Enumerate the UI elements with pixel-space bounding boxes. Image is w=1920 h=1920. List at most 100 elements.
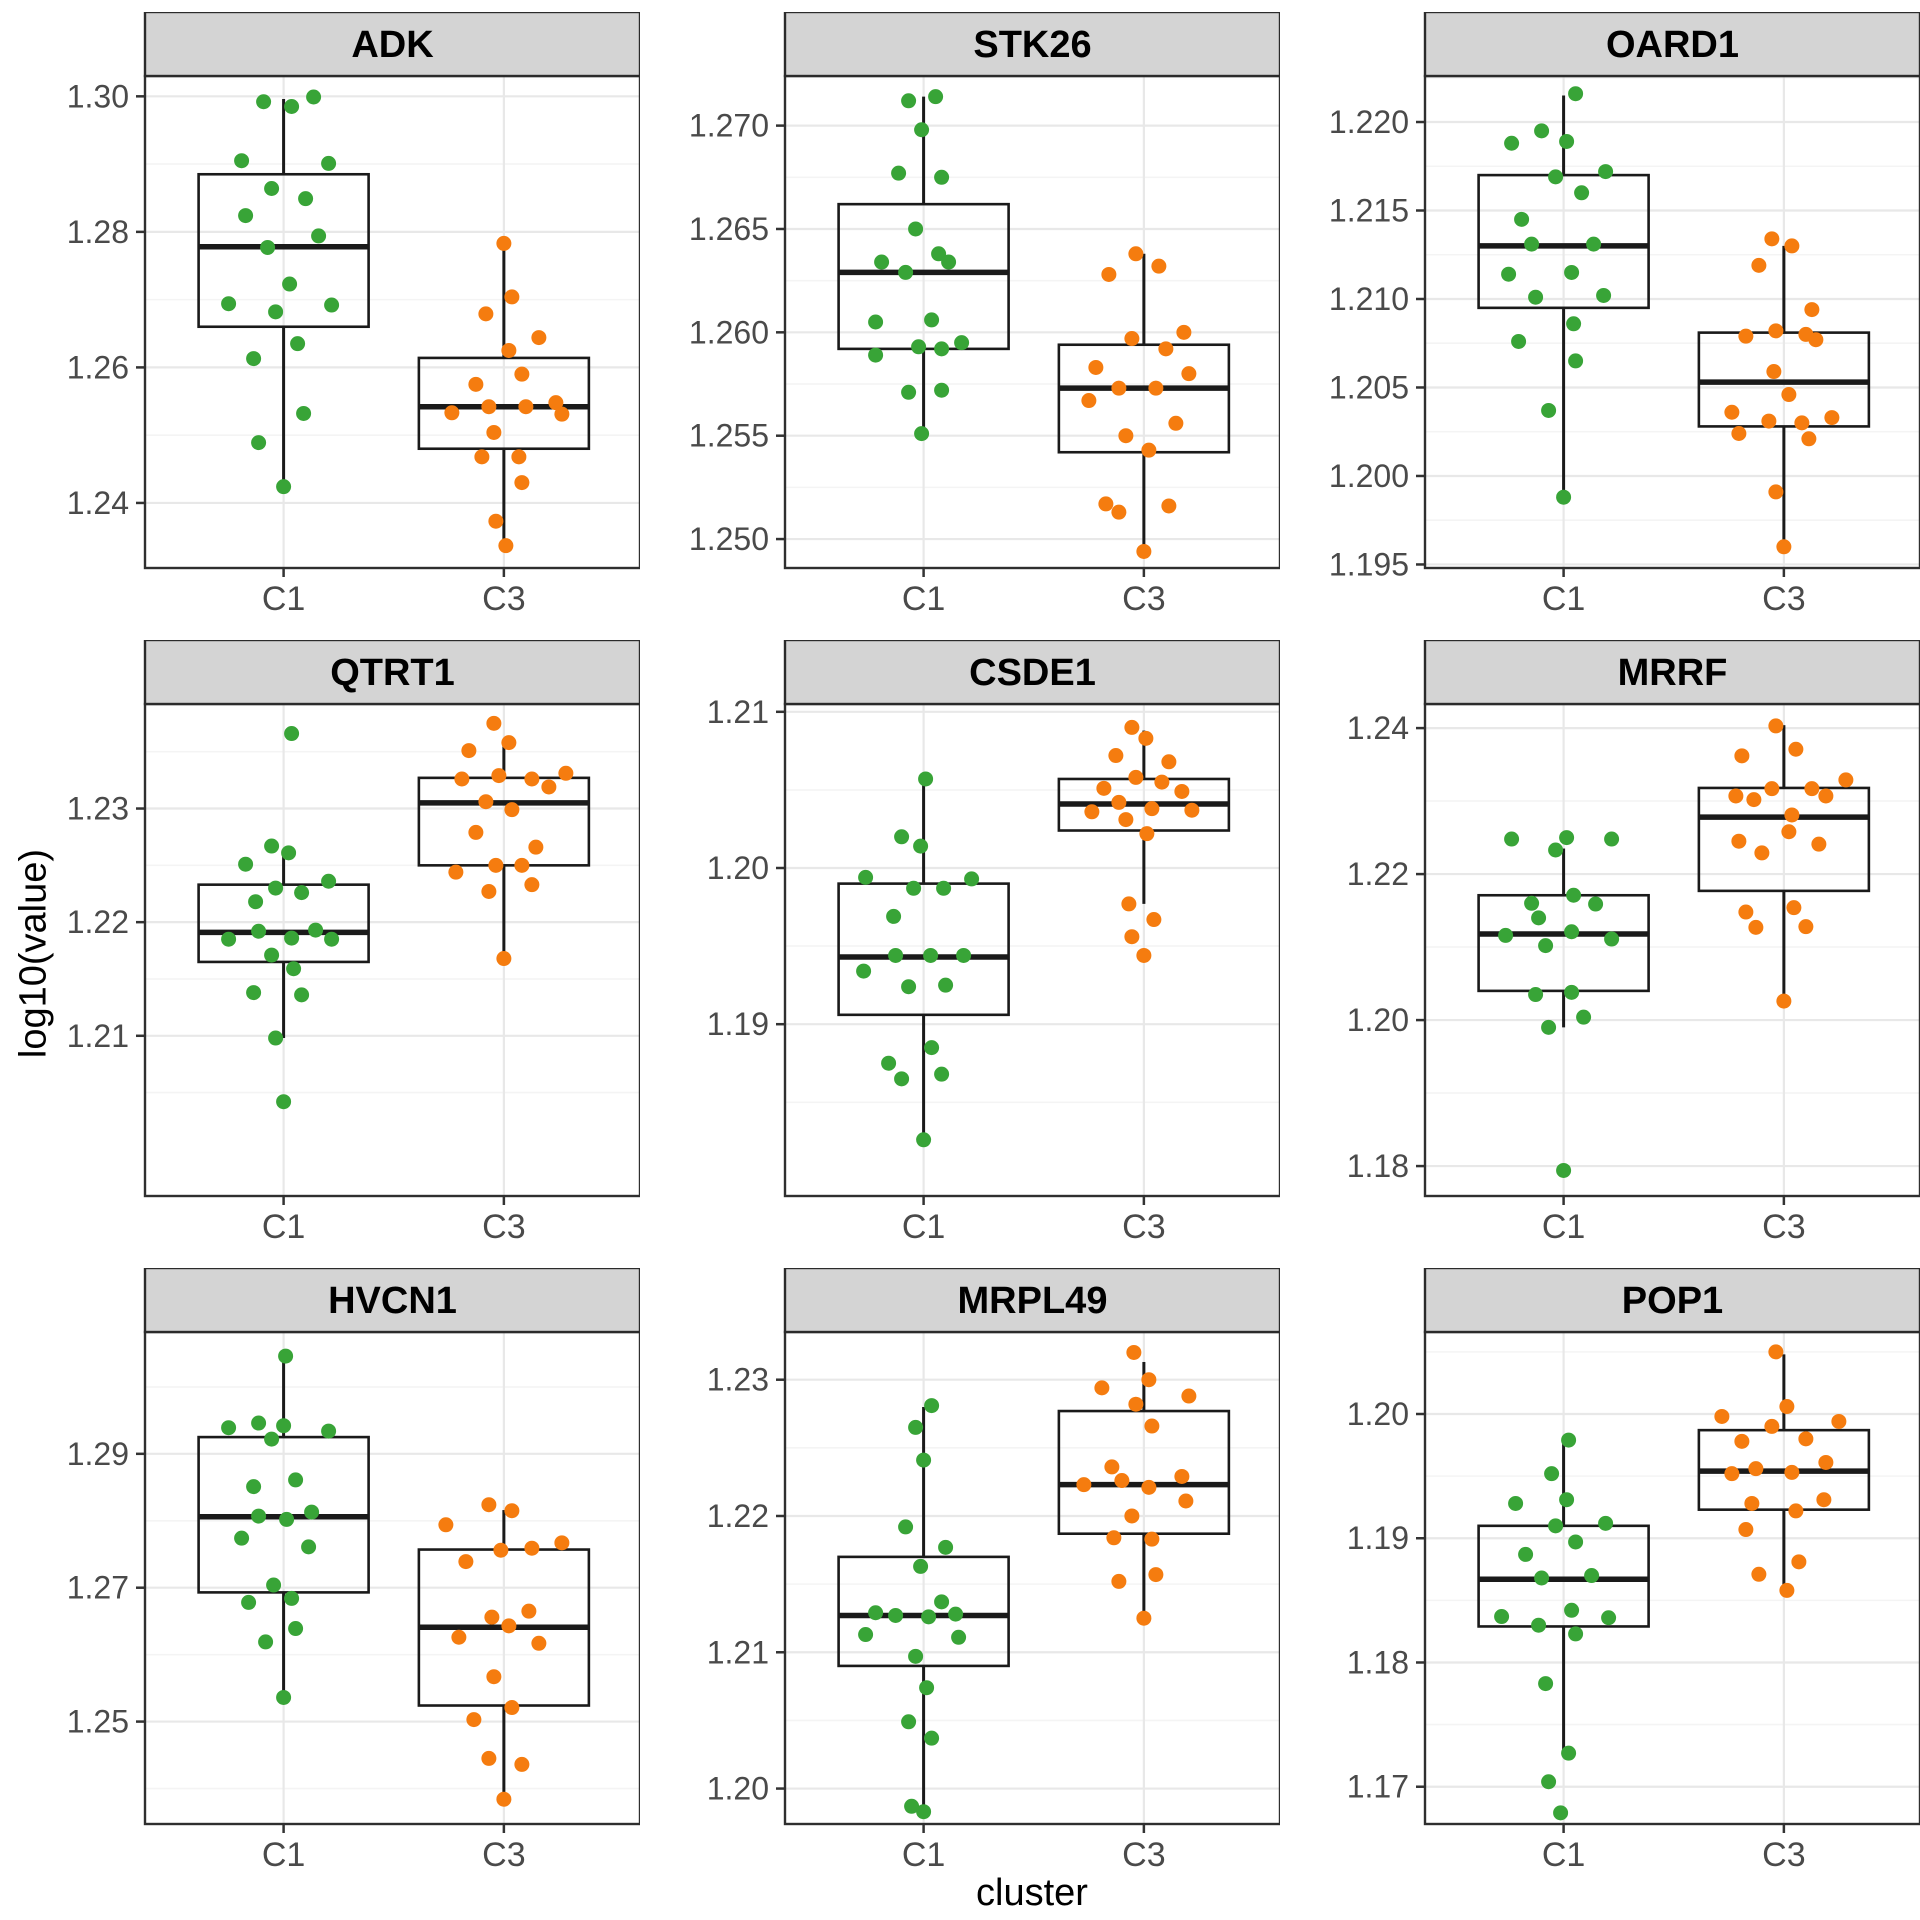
y-tick-label: 1.20 [707,1771,769,1807]
y-tick-label: 1.220 [1329,104,1409,140]
x-tick-label: C1 [1542,1208,1585,1240]
data-point-C3 [1111,504,1127,520]
data-point-C1 [951,1629,967,1645]
data-point-C1 [894,829,910,845]
y-tick-label: 1.255 [689,418,769,454]
data-point-C1 [1588,896,1604,912]
data-point-C1 [276,1418,292,1434]
data-point-C1 [913,838,929,854]
data-point-C1 [276,479,292,495]
data-point-C1 [284,726,300,742]
y-tick-label: 1.22 [1347,856,1409,892]
data-point-C3 [1104,1459,1120,1475]
data-point-C3 [1801,431,1817,447]
x-tick-label: C3 [482,580,525,612]
data-point-C3 [521,1603,537,1619]
data-point-C1 [256,94,272,110]
data-point-C1 [294,987,310,1003]
data-point-C1 [301,1539,317,1555]
data-point-C3 [1124,331,1140,347]
data-point-C3 [1076,1477,1092,1493]
data-point-C3 [504,802,520,818]
data-point-C1 [868,347,884,363]
data-point-C3 [1818,788,1834,804]
data-point-C3 [1764,231,1780,247]
data-point-C1 [1518,1546,1534,1562]
data-point-C1 [1598,164,1614,180]
x-tick-label: C1 [902,1208,945,1240]
x-tick-label: C1 [1542,1836,1585,1868]
data-point-C1 [296,405,312,421]
data-point-C3 [1811,836,1827,852]
data-point-C1 [1564,264,1580,280]
data-point-C3 [1794,415,1810,431]
data-point-C3 [1174,1468,1190,1484]
y-tick-label: 1.205 [1329,369,1409,405]
x-tick-label: C3 [1122,580,1165,612]
data-point-C3 [1141,1479,1157,1495]
data-point-C3 [1136,543,1152,559]
facet-strip [143,640,640,706]
data-point-C1 [931,246,947,262]
panel-background [785,704,1280,1196]
data-point-C3 [498,538,514,554]
data-point-C3 [1146,912,1162,928]
data-point-C1 [284,1590,300,1606]
data-point-C3 [1831,1413,1847,1429]
data-point-C1 [924,1730,940,1746]
data-point-C1 [1559,133,1575,149]
data-point-C1 [290,336,306,352]
data-point-C3 [478,794,494,810]
data-point-C3 [1768,323,1784,339]
data-point-C1 [1524,895,1540,911]
panel-background [145,1332,640,1824]
data-point-C1 [856,963,872,979]
data-point-C1 [294,885,310,901]
data-point-C3 [1738,1522,1754,1538]
data-point-C3 [1178,1493,1194,1509]
x-tick-label: C1 [902,1836,945,1868]
data-point-C1 [1564,924,1580,940]
y-tick-label: 1.24 [67,485,129,521]
data-point-C3 [1108,748,1124,764]
y-tick-label: 1.23 [67,791,129,827]
data-point-C1 [881,1055,897,1071]
data-point-C3 [438,1517,454,1533]
facet-strip [1423,640,1920,706]
y-tick-label: 1.19 [707,1006,769,1042]
data-point-C1 [324,297,340,313]
data-point-C3 [1128,246,1144,262]
data-point-C3 [514,1756,530,1772]
data-point-C1 [913,1558,929,1574]
data-point-C3 [444,405,460,421]
x-tick-label: C3 [482,1836,525,1868]
data-point-C1 [898,1519,914,1535]
y-tick-label: 1.20 [1347,1002,1409,1038]
data-point-C3 [1114,1473,1130,1489]
data-point-C1 [246,351,262,367]
data-point-C1 [251,1415,267,1431]
data-point-C3 [496,1791,512,1807]
data-point-C3 [1776,539,1792,555]
data-point-C3 [1118,428,1134,444]
box-C1 [1477,173,1650,310]
data-point-C1 [924,1398,940,1414]
data-point-C1 [248,894,264,910]
panel-background [145,76,640,568]
data-point-C1 [1538,1676,1554,1692]
data-point-C3 [468,824,484,840]
y-tick-label: 1.18 [1347,1644,1409,1680]
data-point-C3 [1798,919,1814,935]
y-tick-label: 1.215 [1329,193,1409,229]
data-point-C3 [1124,719,1140,735]
data-point-C3 [524,771,540,787]
data-point-C3 [1734,748,1750,764]
data-point-C1 [916,1452,932,1468]
data-point-C3 [504,289,520,305]
data-point-C1 [858,869,874,885]
data-point-C3 [478,306,494,322]
data-point-C3 [1784,1464,1800,1480]
data-point-C3 [1788,741,1804,757]
facet-strip [143,12,640,78]
